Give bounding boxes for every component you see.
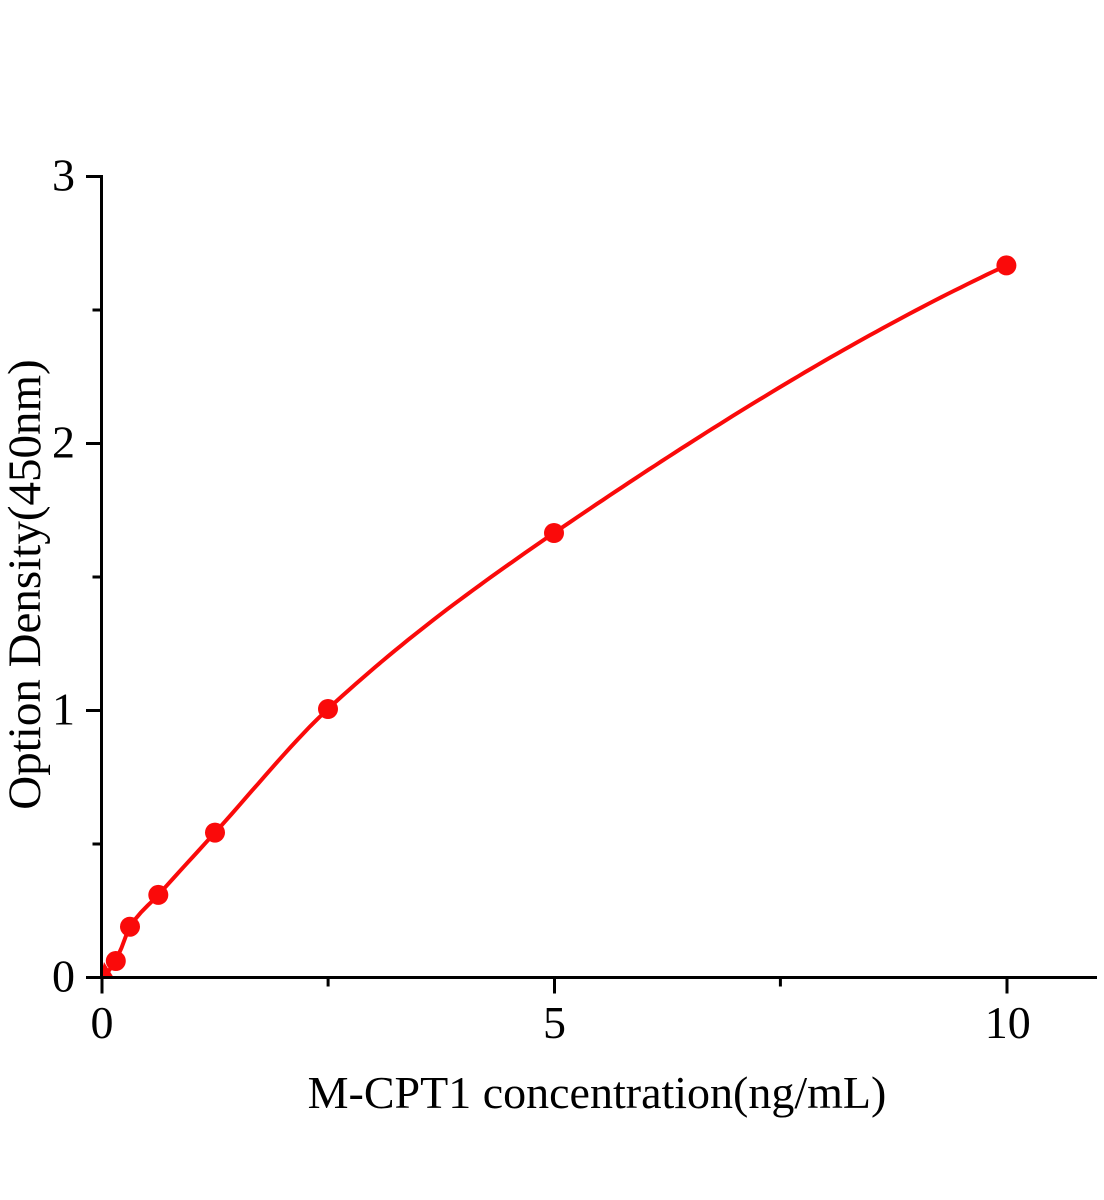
svg-text:2: 2: [52, 417, 75, 468]
svg-text:0: 0: [52, 951, 75, 1002]
svg-text:0: 0: [91, 997, 114, 1048]
svg-text:1: 1: [52, 684, 75, 735]
svg-text:Option Density(450nm): Option Density(450nm): [0, 359, 51, 809]
svg-text:10: 10: [985, 997, 1031, 1048]
svg-text:3: 3: [52, 150, 75, 201]
svg-text:M-CPT1 concentration(ng/mL): M-CPT1 concentration(ng/mL): [308, 1067, 887, 1118]
svg-text:5: 5: [543, 997, 566, 1048]
